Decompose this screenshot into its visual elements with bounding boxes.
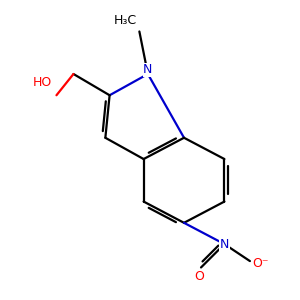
Text: N: N: [143, 63, 153, 76]
Text: HO: HO: [33, 76, 52, 89]
Text: H₃C: H₃C: [114, 14, 137, 27]
Text: O: O: [194, 270, 204, 283]
Text: N: N: [220, 238, 229, 250]
Text: O⁻: O⁻: [252, 257, 268, 270]
